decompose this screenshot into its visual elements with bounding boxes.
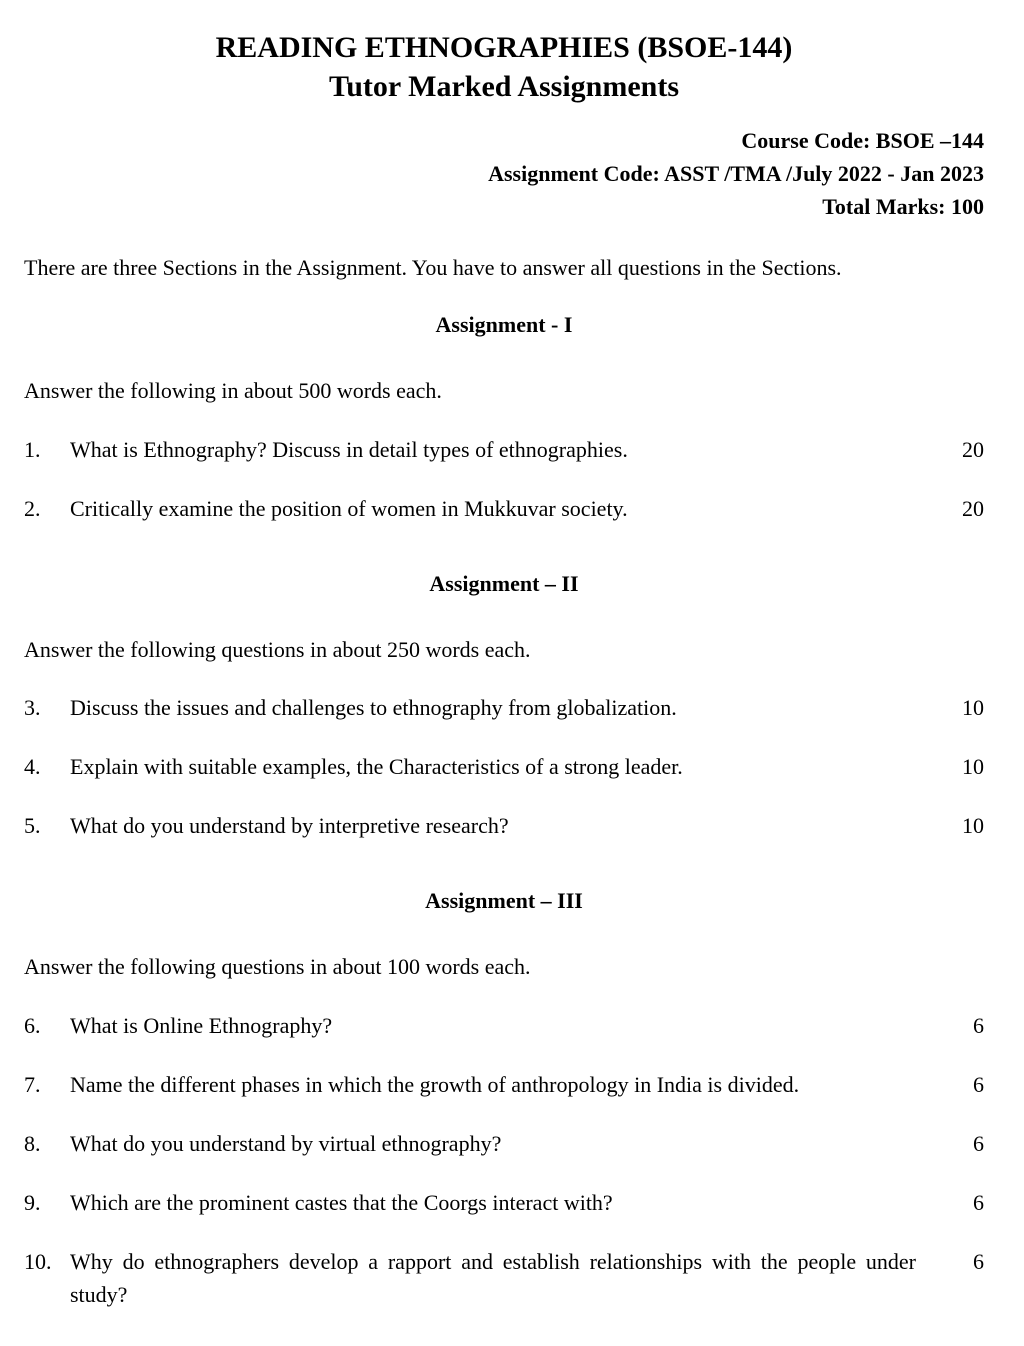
question-row: 4. Explain with suitable examples, the C… xyxy=(24,750,984,783)
total-marks: Total Marks: 100 xyxy=(24,190,984,223)
question-number: 10. xyxy=(24,1245,70,1278)
question-text: What is Online Ethnography? xyxy=(70,1009,944,1042)
question-marks: 20 xyxy=(944,492,984,525)
question-row: 3. Discuss the issues and challenges to … xyxy=(24,691,984,724)
question-text: What is Ethnography? Discuss in detail t… xyxy=(70,433,944,466)
question-marks: 10 xyxy=(944,691,984,724)
question-number: 2. xyxy=(24,492,70,525)
question-row: 8. What do you understand by virtual eth… xyxy=(24,1127,984,1160)
question-marks: 20 xyxy=(944,433,984,466)
section-3-instruction: Answer the following questions in about … xyxy=(24,952,984,983)
question-row: 7. Name the different phases in which th… xyxy=(24,1068,984,1101)
meta-block: Course Code: BSOE –144 Assignment Code: … xyxy=(24,124,984,223)
question-row: 2. Critically examine the position of wo… xyxy=(24,492,984,525)
question-marks: 10 xyxy=(944,750,984,783)
question-marks: 6 xyxy=(944,1245,984,1278)
question-number: 9. xyxy=(24,1186,70,1219)
question-number: 6. xyxy=(24,1009,70,1042)
question-number: 4. xyxy=(24,750,70,783)
question-marks: 6 xyxy=(944,1186,984,1219)
question-marks: 6 xyxy=(944,1068,984,1101)
question-text: Explain with suitable examples, the Char… xyxy=(70,750,944,783)
section-1-instruction: Answer the following in about 500 words … xyxy=(24,376,984,407)
question-text: Why do ethnographers develop a rapport a… xyxy=(70,1245,944,1311)
question-text: Discuss the issues and challenges to eth… xyxy=(70,691,944,724)
question-number: 7. xyxy=(24,1068,70,1101)
question-row: 9. Which are the prominent castes that t… xyxy=(24,1186,984,1219)
title-line-2: Tutor Marked Assignments xyxy=(24,67,984,106)
question-text: Critically examine the position of women… xyxy=(70,492,944,525)
question-number: 3. xyxy=(24,691,70,724)
question-text: Which are the prominent castes that the … xyxy=(70,1186,944,1219)
question-row: 5. What do you understand by interpretiv… xyxy=(24,809,984,842)
assignment-code: Assignment Code: ASST /TMA /July 2022 - … xyxy=(24,157,984,190)
course-code: Course Code: BSOE –144 xyxy=(24,124,984,157)
question-row: 10. Why do ethnographers develop a rappo… xyxy=(24,1245,984,1311)
intro-text: There are three Sections in the Assignme… xyxy=(24,253,984,284)
title-block: READING ETHNOGRAPHIES (BSOE-144) Tutor M… xyxy=(24,28,984,106)
question-text: Name the different phases in which the g… xyxy=(70,1068,944,1101)
section-2-heading: Assignment – II xyxy=(24,571,984,597)
question-number: 1. xyxy=(24,433,70,466)
question-text: What do you understand by interpretive r… xyxy=(70,809,944,842)
section-1-heading: Assignment - I xyxy=(24,312,984,338)
question-row: 1. What is Ethnography? Discuss in detai… xyxy=(24,433,984,466)
section-3-heading: Assignment – III xyxy=(24,888,984,914)
question-number: 8. xyxy=(24,1127,70,1160)
question-marks: 6 xyxy=(944,1009,984,1042)
title-line-1: READING ETHNOGRAPHIES (BSOE-144) xyxy=(24,28,984,67)
section-2-instruction: Answer the following questions in about … xyxy=(24,635,984,666)
question-row: 6. What is Online Ethnography? 6 xyxy=(24,1009,984,1042)
question-marks: 6 xyxy=(944,1127,984,1160)
question-marks: 10 xyxy=(944,809,984,842)
question-text: What do you understand by virtual ethnog… xyxy=(70,1127,944,1160)
question-number: 5. xyxy=(24,809,70,842)
